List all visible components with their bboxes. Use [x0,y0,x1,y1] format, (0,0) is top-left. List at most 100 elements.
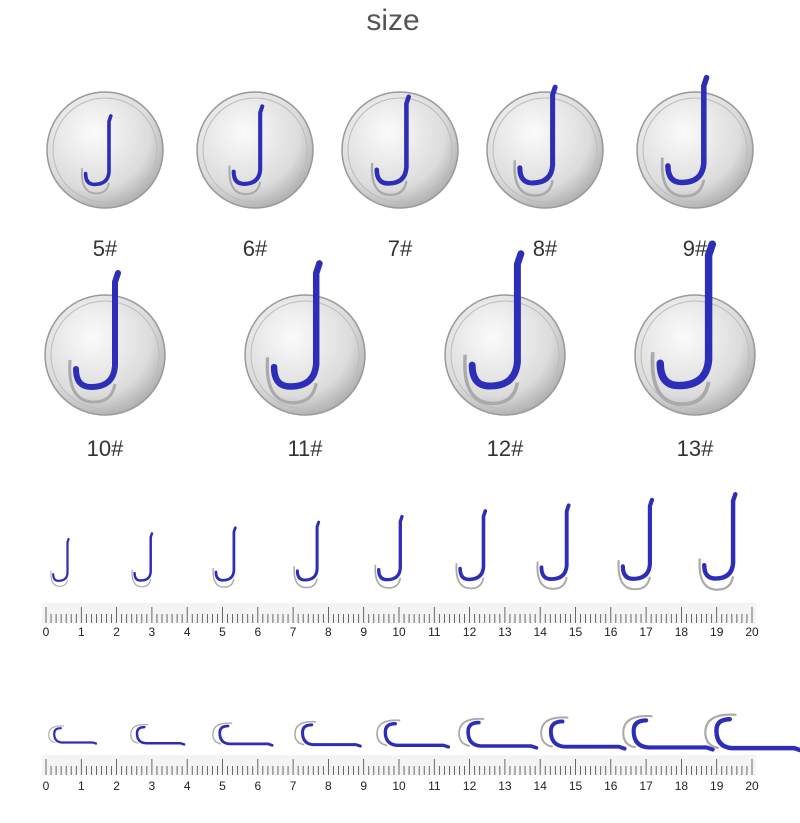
coin-rim [492,97,598,203]
ruler-hook [212,526,237,588]
ruler-hook [536,503,571,590]
hook-silver [704,713,737,750]
hook [513,84,558,197]
ruler-hook [131,532,154,588]
coin [196,91,314,209]
ruler-label: 14 [534,779,548,793]
coin [636,74,754,209]
ruler-label: 3 [149,779,156,793]
ruler-label: 0 [43,779,50,793]
ruler-label: 1 [78,779,85,793]
hook-silver [130,723,149,744]
ruler-label: 18 [675,779,689,793]
size-label: 5# [93,236,118,261]
hook-silver [48,725,65,744]
ruler-hook [130,723,186,746]
hook-silver [294,720,317,746]
coin-face [44,294,166,416]
coin-face [636,91,754,209]
ruler-label: 18 [675,625,689,639]
coin [444,250,566,416]
hook-silver [698,558,735,591]
ruler-hook [212,722,274,747]
hook-blue [135,725,186,746]
hook-silver [660,157,706,198]
ruler-hook [374,514,404,589]
ruler-label: 6 [254,625,261,639]
coin [44,270,166,416]
ruler-label: 9 [360,625,367,639]
title: size [366,4,419,37]
size-label: 13# [677,436,714,461]
hook-blue [466,720,539,750]
coin [46,91,164,209]
hook-silver [650,351,711,407]
hook-blue [295,520,321,582]
ruler-label: 17 [639,625,653,639]
hook-blue [468,250,525,390]
hook-silver [617,560,651,591]
hook-blue [301,723,362,748]
ruler-hook [293,520,321,589]
hook [650,240,717,407]
ruler-hook [458,717,539,750]
size-label: 12# [487,436,524,461]
ruler-label: 20 [745,779,759,793]
coin-rim [52,97,158,203]
size-label: 8# [533,236,558,261]
size-label: 11# [287,436,323,461]
coin-face [444,294,566,416]
ruler-label: 19 [710,779,724,793]
hook-blue [702,491,738,581]
ruler-label: 0 [43,625,50,639]
hook-blue [133,532,154,582]
ruler-label: 3 [149,625,156,639]
hook [80,114,113,195]
coin-face [244,294,366,416]
ruler-label: 7 [290,779,297,793]
ruler-label: 13 [498,779,512,793]
hook-silver [131,569,152,588]
ruler-label: 19 [710,625,724,639]
hook-silver [50,570,69,587]
ruler-hook [294,720,362,748]
hook [265,260,323,405]
hook [370,94,411,196]
hook-blue [374,94,411,186]
ruler-label: 11 [428,625,441,639]
ruler-label: 2 [113,625,120,639]
ruler-hook [698,491,738,591]
ruler-label: 7 [290,625,297,639]
hook-blue [83,114,113,187]
hook [660,74,710,198]
ruler-label: 16 [604,779,618,793]
hook-silver [463,354,520,406]
ruler-label: 1 [78,625,85,639]
coin [634,240,756,416]
hook [463,250,525,406]
coin-rim [450,300,560,410]
ruler-label: 2 [113,779,120,793]
hook-silver [265,357,318,405]
coin-face [341,91,459,209]
size-label: 6# [243,236,268,261]
ruler-label: 10 [392,779,406,793]
ruler-hook [48,725,98,745]
coin-face [196,91,314,209]
size-label: 9# [683,236,708,261]
ruler-label: 6 [254,779,261,793]
size-label: 10# [87,436,124,461]
hook-blue [214,526,237,582]
hook-silver [374,564,402,589]
hook-silver [455,563,485,590]
hook-blue [383,722,451,749]
hook-silver [228,165,262,196]
hook-blue [665,74,710,186]
ruler-label: 14 [534,625,548,639]
hook-blue [218,724,274,747]
ruler-hook [622,714,715,752]
coin-rim [642,97,748,203]
hook-silver [536,561,568,590]
hook-blue [270,260,323,390]
hook-silver [293,566,318,589]
